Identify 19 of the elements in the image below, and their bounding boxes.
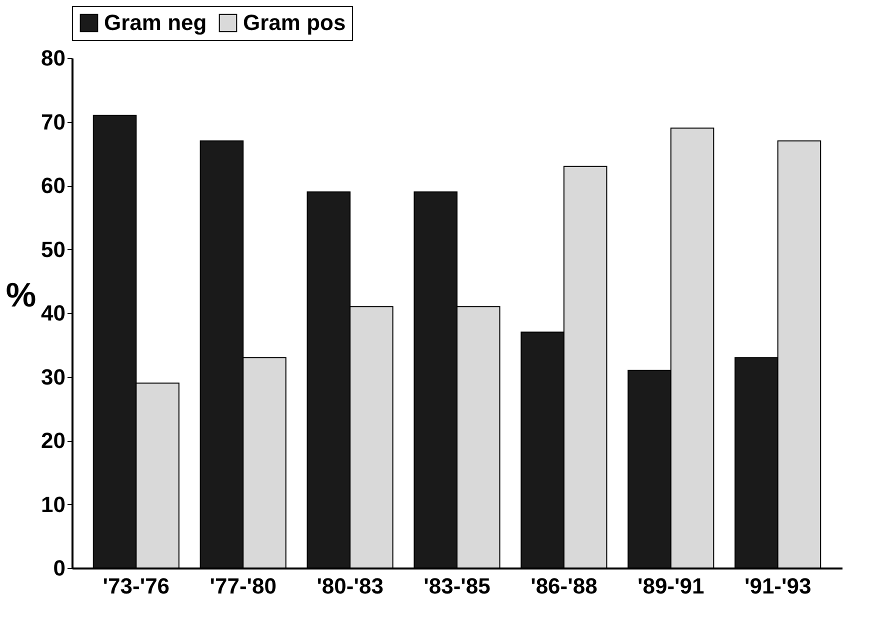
- y-tick-label: 80: [41, 46, 66, 70]
- x-tick-label: '91-'93: [744, 574, 812, 598]
- x-tick-label: '83-'85: [424, 574, 490, 598]
- y-tick-label: 30: [41, 364, 66, 390]
- x-tick-label: '80-'83: [316, 574, 384, 598]
- y-axis-title: %: [6, 276, 36, 314]
- legend-label: Gram neg: [104, 10, 207, 35]
- x-tick-label: '77-'80: [210, 574, 276, 598]
- x-tick-label: '73-'76: [102, 574, 170, 598]
- legend-label: Gram pos: [243, 10, 346, 35]
- y-tick-label: 70: [41, 109, 66, 134]
- y-tick-label: 0: [53, 556, 66, 580]
- y-tick-label: 10: [41, 492, 66, 517]
- x-tick-label: '86-'88: [530, 574, 598, 598]
- y-tick-label: 50: [41, 236, 66, 262]
- y-tick-label: 40: [41, 300, 66, 326]
- y-tick-label: 20: [41, 428, 66, 453]
- y-tick-label: 60: [41, 173, 66, 198]
- x-tick-label: '89-'91: [638, 574, 704, 598]
